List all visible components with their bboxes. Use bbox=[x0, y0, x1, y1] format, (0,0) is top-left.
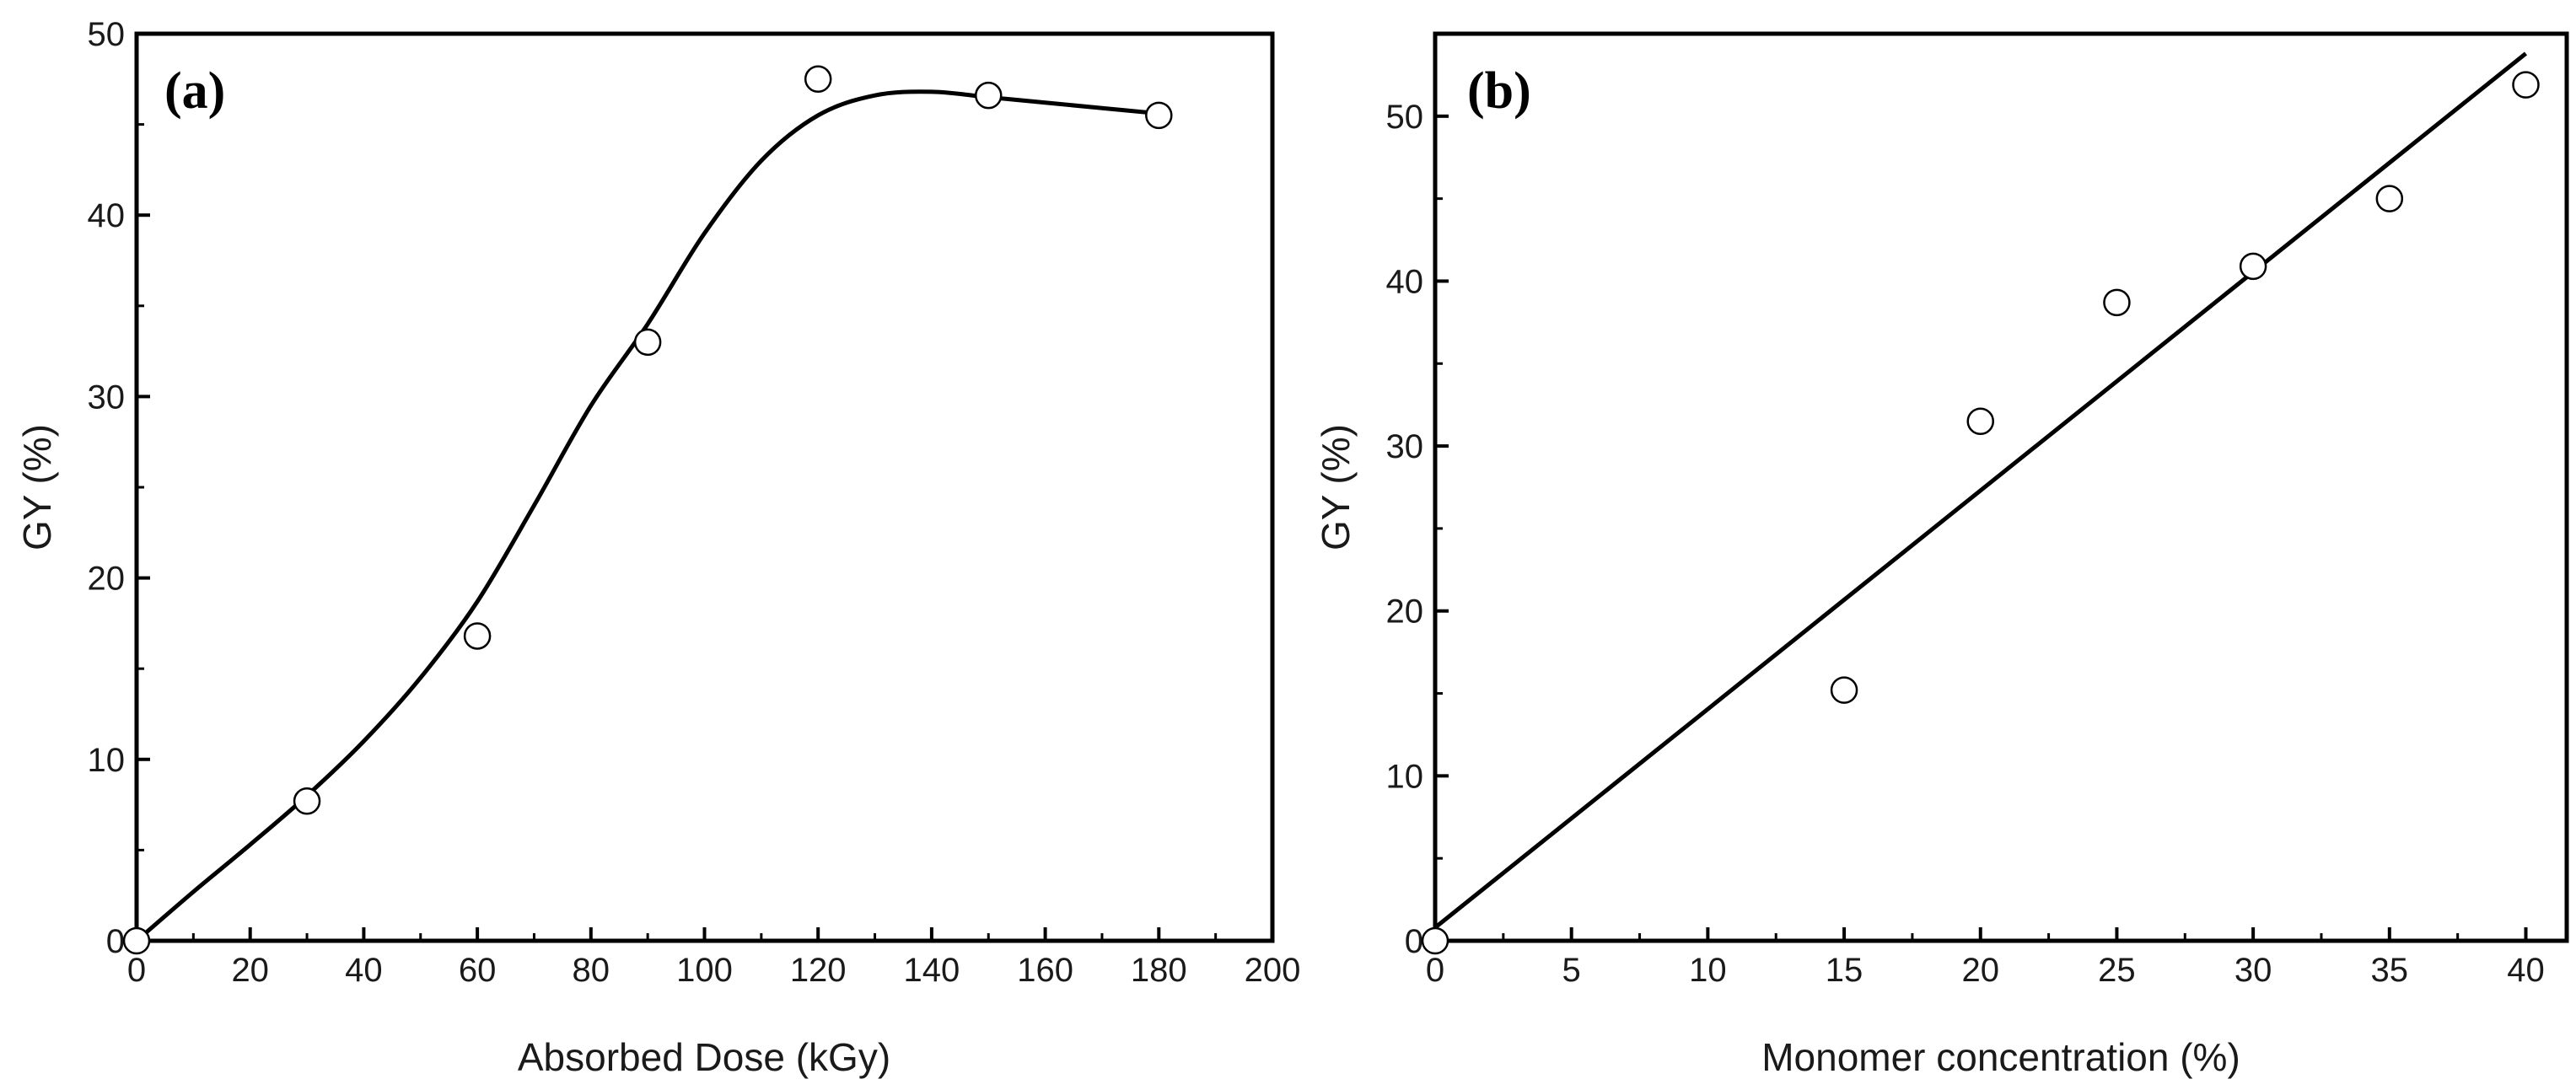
x-tick-label-a: 0 bbox=[127, 952, 146, 989]
data-point-a bbox=[293, 787, 321, 815]
x-tick-label-b: 30 bbox=[2235, 952, 2272, 989]
x-tick-label-b: 40 bbox=[2507, 952, 2545, 989]
data-point-b bbox=[2239, 252, 2267, 281]
fit-curve-b bbox=[1433, 51, 2528, 930]
y-tick-label-a: 0 bbox=[106, 923, 125, 960]
data-point-a bbox=[975, 81, 1003, 110]
x-tick-label-b: 0 bbox=[1426, 952, 1444, 989]
y-tick-label-a: 50 bbox=[88, 16, 126, 53]
data-point-a bbox=[122, 926, 151, 955]
data-point-b bbox=[2375, 185, 2404, 212]
x-tick-label-a: 80 bbox=[573, 952, 610, 989]
data-point-b bbox=[2103, 288, 2131, 317]
data-point-a bbox=[804, 65, 832, 94]
x-tick-label-b: 10 bbox=[1689, 952, 1727, 989]
x-tick-label-a: 20 bbox=[231, 952, 269, 989]
x-tick-label-a: 160 bbox=[1017, 952, 1073, 989]
x-tick-label-a: 200 bbox=[1245, 952, 1301, 989]
y-tick-label-a: 20 bbox=[88, 561, 126, 598]
panel-label-b: (b) bbox=[1467, 62, 1531, 120]
x-tick-label-b: 15 bbox=[1826, 952, 1863, 989]
x-tick-label-a: 40 bbox=[345, 952, 383, 989]
chart-panel-b: (b) 0 5 10 15 20 25 30 35 40 0 10 20 30 40 50 Monomer … bbox=[1314, 31, 2569, 1079]
y-tick-label-b: 20 bbox=[1386, 593, 1424, 631]
data-point-a bbox=[1145, 101, 1173, 130]
x-axis-title-b: Monomer concentration (%) bbox=[1761, 1035, 2240, 1079]
x-tick-label-b: 20 bbox=[1961, 952, 1999, 989]
x-axis-title-a: Absorbed Dose (kGy) bbox=[518, 1035, 890, 1079]
data-point-b bbox=[1966, 407, 1994, 435]
data-point-a bbox=[463, 622, 492, 650]
ticks-b: 0 5 10 15 20 25 30 35 40 0 10 20 30 40 50 bbox=[1386, 99, 2545, 989]
x-tick-label-a: 140 bbox=[904, 952, 960, 989]
y-tick-label-a: 30 bbox=[88, 379, 126, 416]
data-point-b bbox=[2512, 71, 2540, 99]
y-tick-label-a: 10 bbox=[88, 742, 126, 779]
x-tick-label-b: 5 bbox=[1562, 952, 1581, 989]
x-tick-label-b: 35 bbox=[2371, 952, 2409, 989]
ticks-a: 0 20 40 60 80 100 120 140 160 180 200 0 10 20 30 40 50 bbox=[88, 16, 1301, 989]
x-tick-label-a: 180 bbox=[1131, 952, 1187, 989]
fit-line-b bbox=[1433, 51, 2528, 930]
data-point-b bbox=[1830, 676, 1858, 704]
y-tick-label-b: 50 bbox=[1386, 99, 1424, 136]
y-tick-label-b: 0 bbox=[1405, 923, 1423, 960]
points-b bbox=[1421, 71, 2540, 955]
y-tick-label-a: 40 bbox=[88, 197, 126, 234]
y-tick-label-b: 10 bbox=[1386, 758, 1424, 795]
data-point-a bbox=[633, 328, 662, 357]
y-tick-label-b: 30 bbox=[1386, 428, 1424, 465]
x-tick-label-a: 100 bbox=[676, 952, 733, 989]
x-tick-label-a: 120 bbox=[790, 952, 847, 989]
panel-label-a: (a) bbox=[164, 62, 225, 120]
chart-panel-a: (a) 0 20 40 60 80 100 120 140 160 180 200 0 10 20 30 40… bbox=[15, 16, 1300, 1079]
y-axis-title-a: GY (%) bbox=[15, 424, 59, 550]
plot-frame-b bbox=[1433, 31, 2569, 943]
data-point-b bbox=[1421, 926, 1449, 955]
x-tick-label-a: 60 bbox=[459, 952, 497, 989]
points-a bbox=[122, 65, 1173, 955]
y-axis-title-b: GY (%) bbox=[1314, 424, 1358, 550]
x-tick-label-b: 25 bbox=[2098, 952, 2136, 989]
y-tick-label-b: 40 bbox=[1386, 263, 1424, 300]
